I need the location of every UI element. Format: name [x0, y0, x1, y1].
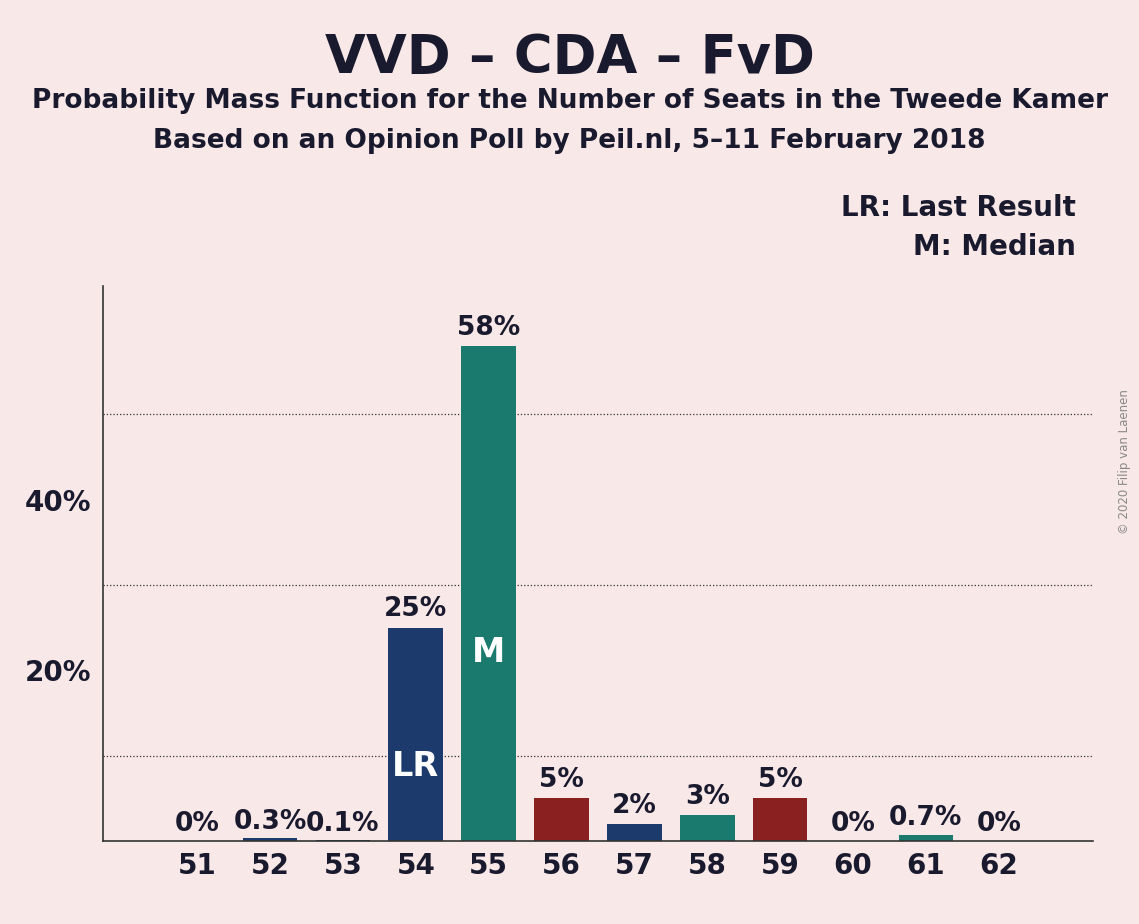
Text: 0%: 0%: [976, 811, 1022, 837]
Text: 0%: 0%: [174, 811, 220, 837]
Text: 25%: 25%: [384, 597, 448, 623]
Bar: [607, 824, 662, 841]
Text: 0.7%: 0.7%: [890, 806, 962, 832]
Bar: [534, 798, 589, 841]
Text: LR: Last Result: LR: Last Result: [842, 194, 1076, 222]
Text: © 2020 Filip van Laenen: © 2020 Filip van Laenen: [1118, 390, 1131, 534]
Text: Based on an Opinion Poll by Peil.nl, 5–11 February 2018: Based on an Opinion Poll by Peil.nl, 5–1…: [154, 128, 985, 153]
Bar: [753, 798, 808, 841]
Bar: [899, 835, 953, 841]
Bar: [388, 627, 443, 841]
Text: M: M: [472, 637, 506, 669]
Text: Probability Mass Function for the Number of Seats in the Tweede Kamer: Probability Mass Function for the Number…: [32, 88, 1107, 114]
Bar: [243, 838, 297, 841]
Text: 3%: 3%: [685, 784, 730, 810]
Bar: [680, 815, 735, 841]
Text: LR: LR: [392, 749, 440, 783]
Text: VVD – CDA – FvD: VVD – CDA – FvD: [325, 32, 814, 84]
Text: 0%: 0%: [830, 811, 876, 837]
Bar: [461, 346, 516, 841]
Text: 5%: 5%: [539, 767, 584, 793]
Text: 58%: 58%: [457, 315, 521, 341]
Text: 5%: 5%: [757, 767, 803, 793]
Text: 0.3%: 0.3%: [233, 808, 306, 835]
Text: M: Median: M: Median: [913, 233, 1076, 261]
Text: 2%: 2%: [612, 793, 657, 819]
Text: 0.1%: 0.1%: [306, 810, 379, 836]
